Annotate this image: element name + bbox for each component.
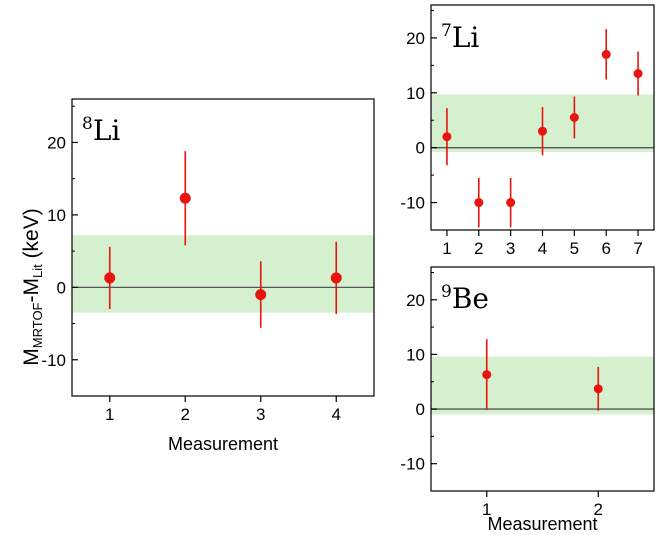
element-symbol: Li xyxy=(452,21,480,54)
data-point xyxy=(633,69,643,79)
uncertainty-band xyxy=(72,235,374,313)
data-point xyxy=(179,192,191,204)
data-point xyxy=(538,126,547,136)
mass-number: 8 xyxy=(82,114,93,134)
y-axis-label-unit: (keV) xyxy=(20,208,43,264)
x-axis-label: Measurement xyxy=(168,434,278,454)
y-tick-label: 0 xyxy=(416,139,425,158)
y-tick-label: 0 xyxy=(416,400,425,419)
mass-number: 9 xyxy=(441,282,452,302)
plot-frame xyxy=(71,98,375,397)
x-tick-label: 1 xyxy=(442,239,451,258)
x-tick-label: 1 xyxy=(105,405,114,424)
y-axis-label-main: M xyxy=(20,348,43,366)
uncertainty-band xyxy=(431,356,654,415)
data-point xyxy=(255,289,267,301)
y-tick-label: 0 xyxy=(57,278,66,297)
data-point xyxy=(569,113,579,122)
panel-be9: -10 0 10 20 1 2 9Be Measurement xyxy=(400,266,655,534)
x-tick-label: 2 xyxy=(594,500,603,519)
mass-number: 7 xyxy=(441,21,452,41)
y-tick-label: -10 xyxy=(400,194,425,213)
element-symbol: Li xyxy=(93,114,121,147)
data-point xyxy=(482,370,492,380)
y-tick-label: 20 xyxy=(406,291,425,310)
x-tick-label: 4 xyxy=(538,239,547,258)
data-point xyxy=(593,384,603,394)
x-tick-label: 3 xyxy=(256,405,265,424)
y-axis-label: MMRTOF-MLit (keV) xyxy=(20,208,45,366)
data-point xyxy=(601,49,611,59)
x-tick-label: 2 xyxy=(474,239,483,258)
x-tick-label: 4 xyxy=(332,405,341,424)
y-axis-label-sep: -M xyxy=(20,278,43,303)
x-tick-label: 3 xyxy=(506,239,515,258)
data-point xyxy=(474,198,484,208)
y-tick-label: 20 xyxy=(406,29,425,48)
panel-title: 9Be xyxy=(441,282,489,315)
data-point xyxy=(442,132,452,142)
data-point xyxy=(506,198,516,208)
x-tick-label: 6 xyxy=(601,239,610,258)
x-tick-label: 1 xyxy=(482,500,491,519)
plot-frame xyxy=(430,4,655,231)
y-tick-label: -10 xyxy=(41,351,66,370)
y-axis-label-sub2: Lit xyxy=(30,264,45,278)
y-axis-label-sub1: MRTOF xyxy=(30,302,45,348)
y-tick-label: -10 xyxy=(400,455,425,474)
data-point xyxy=(104,272,116,284)
data-point xyxy=(330,272,342,284)
plot-frame xyxy=(430,266,655,492)
y-tick-label: 10 xyxy=(406,84,425,103)
element-symbol: Be xyxy=(452,282,489,315)
panel-li8: -10 0 10 20 1 2 3 4 8Li Measurement xyxy=(41,98,375,454)
y-tick-label: 10 xyxy=(406,345,425,364)
y-tick-label: 20 xyxy=(47,133,66,152)
panel-title: 7Li xyxy=(441,21,479,54)
x-axis-label: Measurement xyxy=(487,514,597,534)
x-tick-label: 2 xyxy=(181,405,190,424)
y-tick-label: 10 xyxy=(47,206,66,225)
panel-title: 8Li xyxy=(82,114,120,147)
x-tick-label: 5 xyxy=(570,239,579,258)
x-tick-label: 7 xyxy=(633,239,642,258)
